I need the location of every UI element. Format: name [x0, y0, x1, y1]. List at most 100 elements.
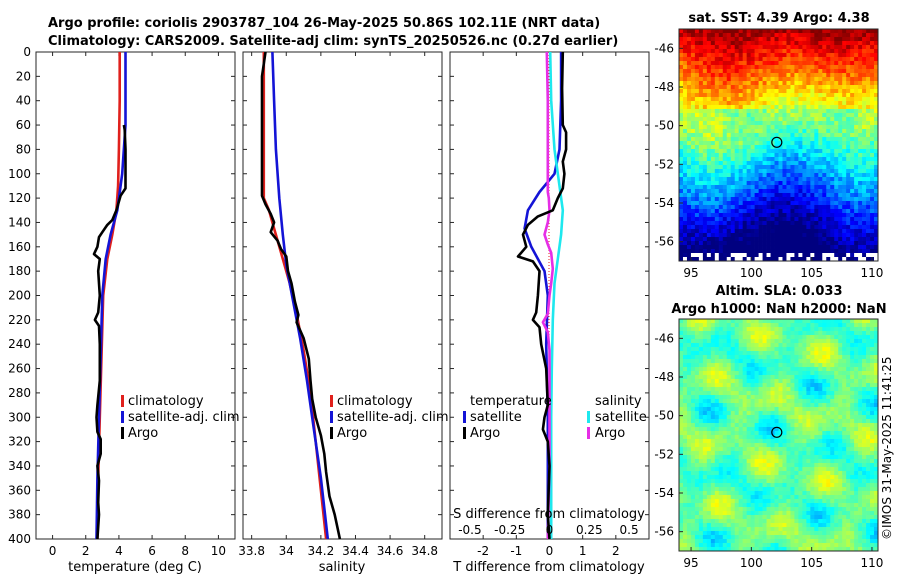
field-cell [690, 81, 696, 86]
field-cell [690, 209, 696, 214]
field-cell [742, 169, 748, 174]
field-cell [826, 221, 831, 226]
field-cell [806, 407, 811, 412]
field-cell [718, 161, 724, 166]
field-cell [778, 447, 783, 452]
field-cell [854, 253, 859, 258]
field-cell [814, 125, 819, 130]
field-cell [726, 85, 732, 90]
field-cell [798, 85, 803, 90]
field-cell [802, 101, 807, 106]
field-cell [686, 137, 692, 142]
field-cell [726, 73, 732, 78]
field-cell [774, 141, 779, 146]
field-cell [802, 443, 807, 448]
field-cell [786, 427, 791, 432]
field-cell [782, 149, 787, 154]
field-cell [718, 411, 724, 416]
field-cell [698, 49, 704, 54]
field-cell [826, 141, 831, 146]
field-cell [742, 257, 748, 262]
salinity-tick-labels: 33.8 34 34.2 34.4 34.6 34.8 [238, 51, 442, 558]
field-cell [718, 415, 724, 420]
field-cell [802, 323, 807, 328]
field-cell [874, 209, 879, 214]
field-cell [754, 233, 759, 238]
field-cell [830, 371, 835, 376]
field-cell [718, 37, 724, 42]
field-cell [762, 101, 767, 106]
field-cell [722, 347, 728, 352]
field-cell [798, 157, 803, 162]
field-cell [830, 189, 835, 194]
field-cell [834, 129, 839, 134]
field-cell [758, 225, 763, 230]
field-cell [718, 105, 724, 110]
field-cell [750, 77, 755, 82]
field-cell [710, 407, 716, 412]
field-cell [830, 177, 835, 182]
field-cell [698, 241, 704, 246]
field-cell [814, 141, 819, 146]
field-cell [854, 339, 859, 344]
field-cell [874, 197, 879, 202]
field-cell [794, 431, 799, 436]
field-cell [802, 395, 807, 400]
field-cell [866, 173, 871, 178]
field-cell [830, 395, 835, 400]
field-cell [770, 109, 775, 114]
field-cell [682, 411, 688, 416]
field-cell [694, 61, 700, 66]
field-cell [746, 237, 751, 242]
field-cell [870, 419, 875, 424]
field-cell [810, 257, 815, 262]
field-cell [774, 427, 779, 432]
field-cell [854, 125, 859, 130]
field-cell [858, 181, 863, 186]
field-cell [698, 431, 704, 436]
field-cell [806, 237, 811, 242]
field-cell [866, 451, 871, 456]
field-cell [790, 443, 795, 448]
field-cell [790, 57, 795, 62]
field-cell [778, 439, 783, 444]
field-cell [694, 383, 700, 388]
field-cell [778, 331, 783, 336]
field-cell [726, 241, 732, 246]
field-cell [838, 375, 843, 380]
field-cell [794, 121, 799, 126]
field-cell [854, 181, 859, 186]
field-cell [842, 241, 847, 246]
field-cell [726, 371, 732, 376]
field-cell [830, 149, 835, 154]
field-cell [778, 431, 783, 436]
field-cell [686, 161, 692, 166]
field-cell [774, 375, 779, 380]
field-cell [770, 125, 775, 130]
field-cell [722, 109, 728, 114]
field-cell [774, 209, 779, 214]
field-cell [830, 137, 835, 142]
field-cell [874, 145, 879, 150]
field-cell [874, 65, 879, 70]
field-cell [718, 463, 724, 468]
field-cell [846, 435, 851, 440]
field-cell [818, 399, 823, 404]
field-cell [842, 81, 847, 86]
field-cell [806, 257, 811, 262]
field-cell [850, 391, 855, 396]
field-cell [842, 109, 847, 114]
field-cell [694, 347, 700, 352]
field-cell [710, 371, 716, 376]
field-cell [850, 451, 855, 456]
field-cell [762, 137, 767, 142]
field-cell [778, 77, 783, 82]
field-cell [830, 237, 835, 242]
field-cell [850, 241, 855, 246]
field-cell [698, 451, 704, 456]
field-cell [718, 101, 724, 106]
field-cell [858, 45, 863, 50]
field-cell [830, 105, 835, 110]
field-cell [694, 439, 700, 444]
field-cell [730, 89, 736, 94]
